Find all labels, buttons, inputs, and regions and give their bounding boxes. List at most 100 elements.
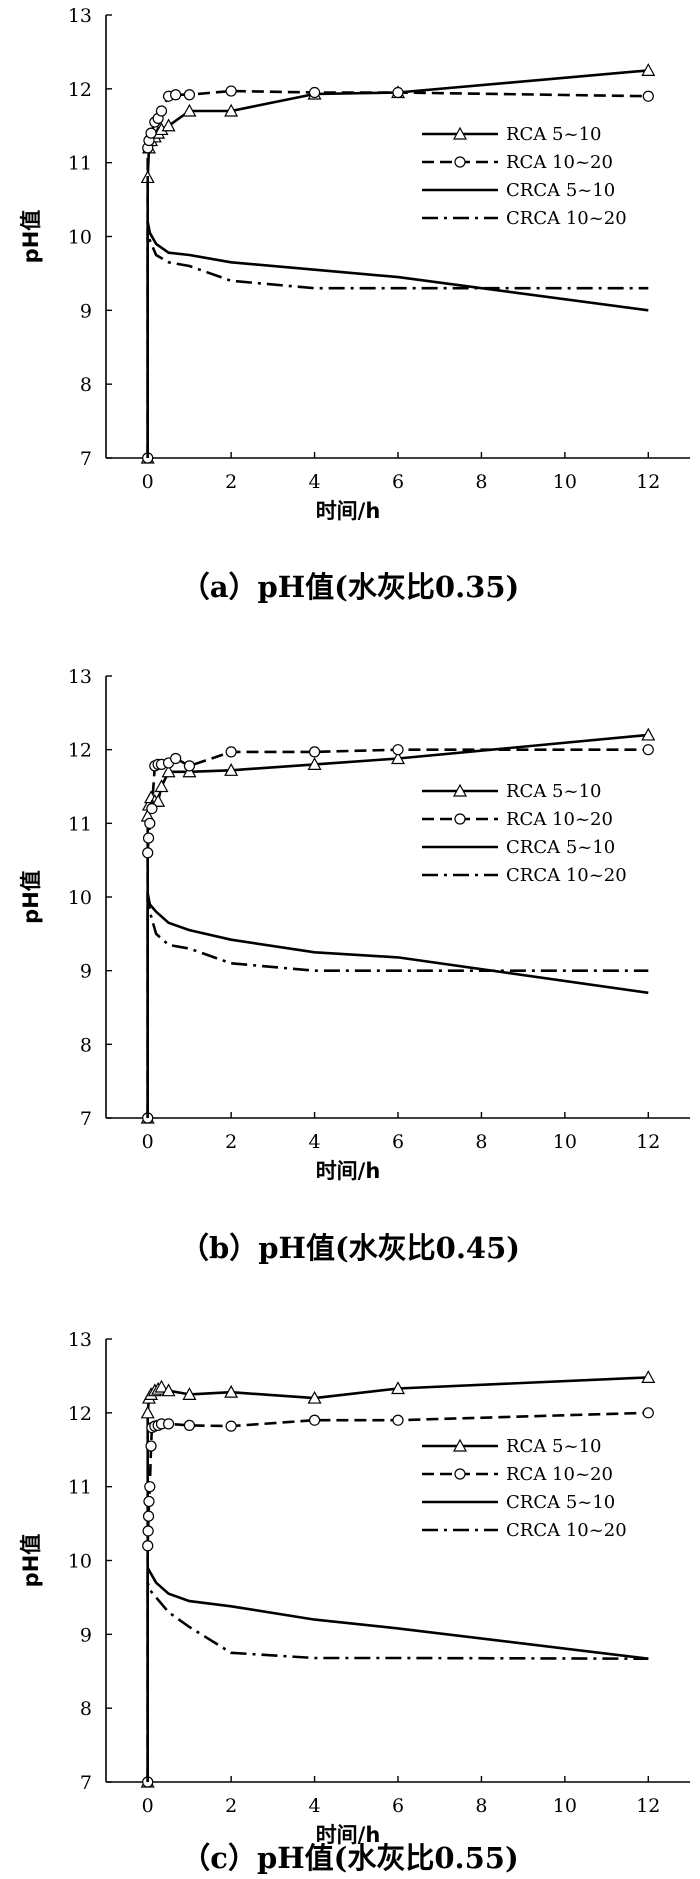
series-line xyxy=(146,220,649,458)
panel-caption: （a）pH值(水灰比0.35) xyxy=(181,570,520,604)
legend-label: RCA 10~20 xyxy=(506,809,613,830)
y-tick-label: 13 xyxy=(68,1329,92,1351)
data-point xyxy=(161,1383,176,1397)
data-point xyxy=(642,1407,654,1419)
x-tick-label: 10 xyxy=(553,471,577,493)
y-tick-label: 11 xyxy=(68,1477,92,1499)
data-point xyxy=(308,746,321,758)
x-tick-label: 6 xyxy=(392,1795,404,1817)
x-tick-label: 2 xyxy=(225,471,237,493)
x-tick-label: 12 xyxy=(636,1795,660,1817)
data-point xyxy=(182,103,197,117)
legend-label: RCA 10~20 xyxy=(506,152,613,173)
x-tick-label: 12 xyxy=(636,471,660,493)
x-tick-label: 12 xyxy=(636,1131,660,1153)
panel-caption: （b）pH值(水灰比0.45) xyxy=(180,1231,520,1265)
series-3 xyxy=(146,220,649,458)
x-tick-label: 8 xyxy=(475,471,487,493)
data-point xyxy=(225,1420,237,1432)
y-tick-label: 9 xyxy=(80,961,92,983)
data-point xyxy=(142,1510,155,1522)
data-point xyxy=(142,832,155,844)
series-4 xyxy=(146,895,649,1118)
y-tick-label: 7 xyxy=(80,1772,92,1794)
x-tick-label: 8 xyxy=(475,1795,487,1817)
data-point xyxy=(308,1414,321,1426)
x-tick-label: 6 xyxy=(392,471,404,493)
chart-panel-2: 7 8 9 10 11 12 13 0 2 4 6 8 10 12 时间/h pH值 RCA 5~10 RCA 1… xyxy=(19,666,690,1265)
data-point xyxy=(161,118,176,132)
data-point xyxy=(183,89,196,101)
data-point xyxy=(145,1440,157,1452)
data-point xyxy=(154,779,169,793)
legend-label: RCA 10~20 xyxy=(506,1464,613,1485)
legend-label: CRCA 10~20 xyxy=(506,208,627,229)
series-line xyxy=(146,748,649,1118)
legend-marker xyxy=(454,813,466,825)
x-tick-label: 10 xyxy=(553,1795,577,1817)
legend-label: CRCA 10~20 xyxy=(506,865,627,886)
data-point xyxy=(142,847,154,859)
data-point xyxy=(642,744,654,756)
series-4 xyxy=(146,227,649,458)
series-line xyxy=(146,891,649,1118)
y-tick-label: 11 xyxy=(68,153,92,175)
y-tick-label: 11 xyxy=(68,813,92,835)
x-axis-label: 时间/h xyxy=(316,1823,381,1847)
data-point xyxy=(170,752,182,765)
legend-label: CRCA 10~20 xyxy=(506,1520,627,1541)
data-point xyxy=(183,760,196,772)
data-point xyxy=(392,86,404,99)
data-point xyxy=(224,1384,239,1398)
data-point xyxy=(183,1419,196,1431)
x-tick-label: 10 xyxy=(553,1131,577,1153)
legend-label: RCA 5~10 xyxy=(506,781,601,802)
x-tick-label: 0 xyxy=(142,1795,154,1817)
y-tick-label: 7 xyxy=(80,448,92,470)
legend-marker xyxy=(454,1468,466,1480)
data-point xyxy=(170,89,182,101)
series-3 xyxy=(146,891,649,1118)
legend-label: CRCA 5~10 xyxy=(506,180,615,201)
y-axis-label: pH值 xyxy=(19,1534,43,1588)
legend-label: RCA 5~10 xyxy=(506,1436,601,1457)
data-point xyxy=(392,744,404,756)
data-point xyxy=(224,763,239,776)
chart-panel-1: 7 8 9 10 11 12 13 0 2 4 6 8 10 12 时间/h pH值 RCA 5~10 RCA 1… xyxy=(19,5,690,604)
x-tick-label: 0 xyxy=(142,471,154,493)
series-line xyxy=(146,1566,649,1782)
series-2 xyxy=(142,1407,654,1788)
x-axis-label: 时间/h xyxy=(316,1159,381,1183)
x-tick-label: 0 xyxy=(142,1131,154,1153)
x-tick-label: 8 xyxy=(475,1131,487,1153)
data-point xyxy=(155,105,168,117)
y-tick-label: 10 xyxy=(68,1551,92,1573)
data-point xyxy=(641,63,656,76)
x-axis-label: 时间/h xyxy=(316,499,381,523)
legend-marker xyxy=(452,1438,468,1452)
series-line xyxy=(146,89,649,458)
data-point xyxy=(224,103,239,117)
data-point xyxy=(642,90,654,102)
y-tick-label: 9 xyxy=(80,1624,92,1646)
chart-panel-3: 7 8 9 10 11 12 13 0 2 4 6 8 10 12 时间/h pH值 RCA 5~10 RCA 1… xyxy=(19,1329,690,1875)
series-2 xyxy=(142,85,654,464)
legend-marker xyxy=(452,126,468,140)
data-point xyxy=(140,1405,155,1419)
data-point xyxy=(307,757,322,771)
series-3 xyxy=(146,1566,649,1782)
series-line xyxy=(146,1581,649,1782)
x-tick-label: 2 xyxy=(225,1795,237,1817)
x-tick-label: 4 xyxy=(309,1131,321,1153)
x-tick-label: 4 xyxy=(309,471,321,493)
y-tick-label: 10 xyxy=(68,227,92,249)
x-tick-label: 6 xyxy=(392,1131,404,1153)
x-tick-label: 2 xyxy=(225,1131,237,1153)
legend-label: RCA 5~10 xyxy=(506,124,601,145)
y-tick-label: 8 xyxy=(80,1034,92,1056)
y-tick-label: 8 xyxy=(80,374,92,396)
y-tick-label: 12 xyxy=(68,740,92,762)
series-2 xyxy=(142,744,654,1124)
data-point xyxy=(390,1381,406,1395)
